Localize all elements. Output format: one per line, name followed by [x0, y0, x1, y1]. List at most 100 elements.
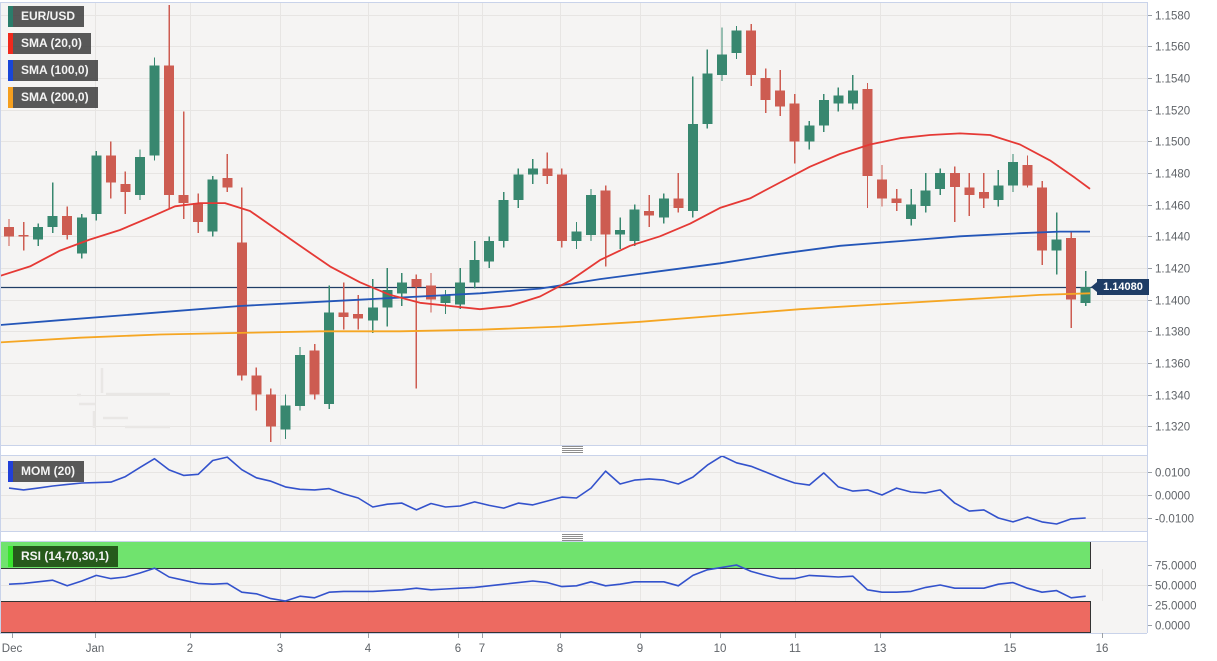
price-tick-label: 1.1320: [1155, 422, 1190, 434]
candle-body: [76, 217, 87, 254]
candle-body: [629, 209, 640, 242]
candle-body: [440, 294, 451, 303]
candle-body: [833, 95, 844, 104]
rsi-line: [8, 564, 1086, 602]
time-tick-label: 4: [365, 643, 372, 655]
sma20-line: [0, 132, 1091, 311]
mom-line: [8, 455, 1086, 525]
candle-body: [1066, 237, 1077, 300]
legend-rsi: RSI (14,70,30,1): [8, 546, 119, 567]
mom-panel[interactable]: [0, 455, 1147, 531]
candle-body: [207, 179, 218, 232]
candle-body: [920, 190, 931, 207]
time-tick-label: 7: [479, 643, 485, 655]
candle-body: [615, 230, 626, 235]
candle-body: [862, 89, 873, 177]
time-tick-label: 13: [874, 643, 887, 655]
sma200-label: SMA (200,0): [21, 90, 89, 104]
candle-body: [193, 203, 204, 223]
candle-body: [993, 185, 1004, 200]
mom-tick-label: 0.0100: [1155, 468, 1190, 480]
candle-body: [1037, 187, 1047, 251]
panel-resize-handle-rsi[interactable]: [562, 534, 583, 541]
symbol-color-swatch: [8, 6, 13, 27]
candle-body: [484, 241, 495, 262]
candle-body: [935, 173, 946, 189]
candle-body: [964, 187, 975, 196]
time-tick-label: Jan: [86, 643, 105, 655]
price-tick-label: 1.1500: [1155, 137, 1190, 149]
sma200-line: [0, 292, 1091, 344]
candle-body: [949, 173, 960, 188]
price-tick-label: 1.1400: [1155, 296, 1190, 308]
time-tick-label: 11: [789, 643, 801, 655]
rsi-oversold-band: [0, 601, 1091, 633]
candle-body: [906, 204, 917, 219]
candle-body: [47, 215, 58, 227]
candle-body: [658, 198, 669, 218]
candle-body: [760, 78, 771, 101]
rsi-tick-label: 0.0000: [1155, 621, 1190, 633]
candle-body: [222, 177, 233, 188]
candle-body: [469, 260, 480, 283]
legend-mom: MOM (20): [8, 461, 84, 482]
symbol-label: EUR/USD: [21, 9, 76, 23]
rsi-overbought-band: [0, 541, 1091, 569]
candlestick-series: [4, 5, 1091, 443]
candle-body: [1051, 239, 1062, 251]
price-tick-label: 1.1460: [1155, 201, 1190, 213]
candle-body: [455, 282, 466, 305]
sma200-color-swatch: [8, 87, 13, 108]
candle-body: [717, 54, 727, 75]
candle-body: [513, 174, 524, 200]
legend-sma200: SMA (200,0): [8, 87, 98, 108]
candle-body: [18, 234, 29, 237]
price-tick-label: 1.1340: [1155, 391, 1190, 403]
time-tick-label: 10: [714, 643, 727, 655]
sma100-color-swatch: [8, 60, 13, 81]
candle-body: [542, 168, 553, 177]
candle-body: [498, 199, 509, 242]
rsi-label: RSI (14,70,30,1): [21, 549, 110, 563]
candle-body: [396, 282, 407, 294]
candle-body: [120, 184, 131, 192]
price-panel[interactable]: [0, 2, 1147, 445]
candle-body: [1080, 287, 1091, 303]
mom-label: MOM (20): [21, 464, 75, 478]
candle-body: [702, 73, 713, 124]
candle-body: [324, 312, 335, 405]
time-tick-label: Dec: [2, 643, 23, 655]
candle-body: [426, 285, 436, 300]
candle-body: [135, 157, 145, 196]
panel-resize-handle-mom[interactable]: [562, 446, 583, 453]
time-tick-label: 6: [455, 643, 461, 655]
candle-body: [877, 179, 887, 199]
candle-body: [4, 226, 14, 237]
candle-body: [600, 190, 611, 235]
time-tick-label: 2: [187, 643, 193, 655]
mom-tick-label: 0.0000: [1155, 491, 1190, 503]
candle-body: [105, 155, 116, 183]
mom-tick-label: -0.0100: [1155, 514, 1194, 526]
candle-body: [891, 198, 902, 204]
price-tick-label: 1.1380: [1155, 327, 1190, 339]
candle-body: [978, 192, 989, 199]
candle-body: [91, 155, 102, 215]
candle-body: [847, 90, 858, 104]
candle-body: [411, 279, 422, 287]
price-tick-label: 1.1440: [1155, 232, 1190, 244]
rsi-tick-label: 50.0000: [1155, 581, 1197, 593]
candle-body: [62, 215, 73, 235]
price-tick-label: 1.1520: [1155, 106, 1190, 118]
price-tick-label: 1.1580: [1155, 11, 1190, 23]
price-tick-label: 1.1560: [1155, 42, 1190, 54]
rsi-tick-label: 75.0000: [1155, 561, 1197, 573]
candle-body: [353, 313, 364, 319]
candle-body: [644, 211, 655, 216]
candle-body: [731, 30, 742, 53]
candle-body: [818, 100, 829, 126]
candle-body: [251, 375, 262, 395]
price-tick-label: 1.1420: [1155, 264, 1190, 276]
